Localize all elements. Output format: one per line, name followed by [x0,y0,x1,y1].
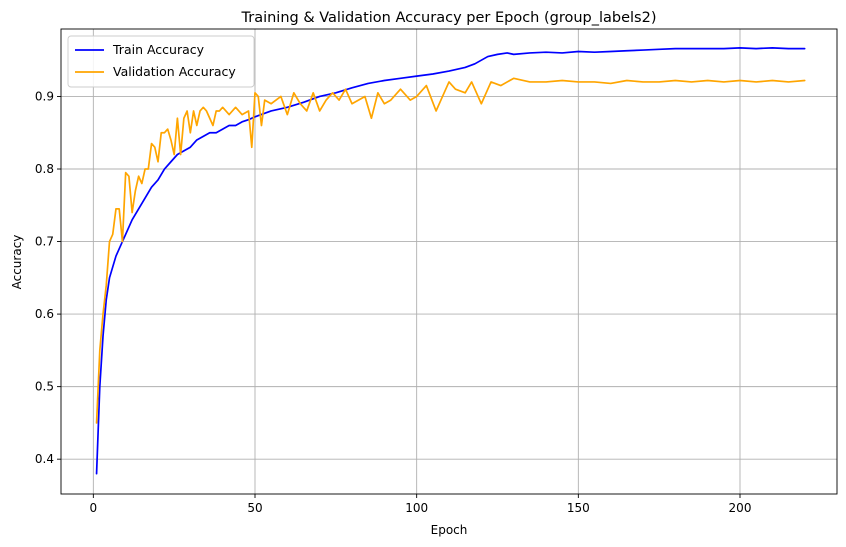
x-tick-label: 200 [729,501,752,515]
x-tick-label: 0 [90,501,98,515]
legend: Train Accuracy Validation Accuracy [67,35,255,88]
series-layer [95,47,806,475]
y-axis-label: Accuracy [10,235,24,290]
y-tick-label: 0.4 [35,452,54,466]
legend-box [67,35,255,88]
train-accuracy-line [95,47,806,475]
x-tick-label: 50 [247,501,262,515]
tick-layer: 0 50 100 150 200 0.4 0.5 0.6 0.7 0.8 0.9 [35,89,752,515]
validation-accuracy-line [95,77,806,424]
x-tick-label: 150 [567,501,590,515]
plot-frame [60,28,838,495]
y-tick-label: 0.7 [35,235,54,249]
legend-label-train: Train Accuracy [112,42,205,57]
y-tick-label: 0.9 [35,89,54,103]
grid-lines [61,29,837,494]
x-axis-label: Epoch [431,523,468,537]
x-tick-label: 100 [405,501,428,515]
y-tick-label: 0.8 [35,162,54,176]
y-tick-label: 0.5 [35,380,54,394]
y-tick-label: 0.6 [35,307,54,321]
chart-title: Training & Validation Accuracy per Epoch… [241,10,657,26]
legend-label-validation: Validation Accuracy [113,64,236,79]
